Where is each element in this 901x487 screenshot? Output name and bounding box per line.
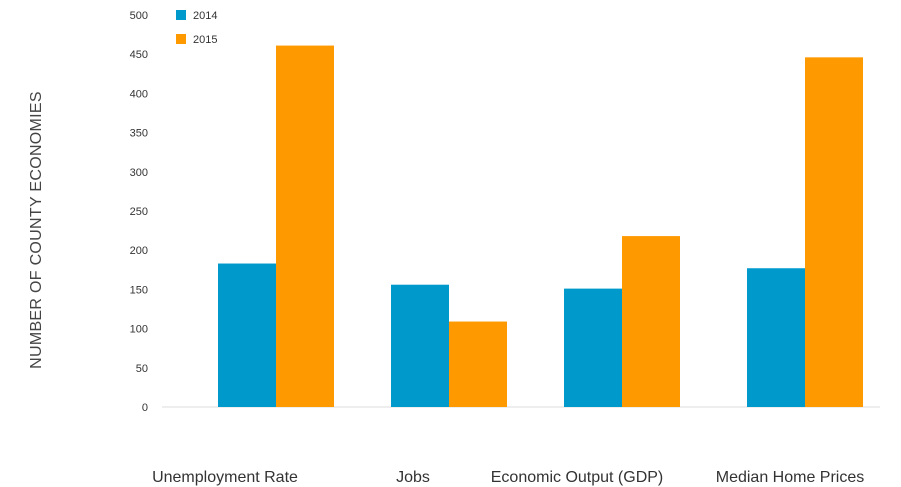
bar-2014-unemployment-rate bbox=[218, 263, 276, 407]
y-tick-label: 400 bbox=[130, 88, 148, 100]
y-tick-label: 300 bbox=[130, 167, 148, 179]
category-labels: Unemployment Rate Jobs Economic Output (GD… bbox=[152, 469, 864, 486]
y-tick-label: 500 bbox=[130, 10, 148, 22]
category-label: Unemployment Rate bbox=[152, 469, 298, 486]
bar-2014-jobs bbox=[391, 284, 449, 407]
bar-2014-economic-output-gdp bbox=[564, 288, 622, 407]
bar-2014-median-home-prices bbox=[747, 268, 805, 407]
bar-2015-jobs bbox=[449, 321, 507, 407]
y-tick-label: 350 bbox=[130, 128, 148, 140]
bar-2015-median-home-prices bbox=[805, 57, 863, 407]
legend-label: 2015 bbox=[193, 34, 217, 46]
bar-2015-unemployment-rate bbox=[276, 45, 334, 408]
bars-group bbox=[218, 45, 863, 408]
y-tick-label: 0 bbox=[142, 402, 148, 414]
category-label: Jobs bbox=[396, 469, 430, 486]
category-label: Economic Output (GDP) bbox=[491, 469, 664, 486]
legend-swatch-2015 bbox=[176, 34, 186, 44]
y-axis-label: NUMBER OF COUNTY ECONOMIES bbox=[28, 91, 45, 369]
y-tick-label: 50 bbox=[136, 363, 148, 375]
y-tick-label: 250 bbox=[130, 206, 148, 218]
legend-label: 2014 bbox=[193, 10, 217, 22]
legend-swatch-2014 bbox=[176, 10, 186, 20]
y-tick-label: 450 bbox=[130, 49, 148, 61]
y-tick-label: 200 bbox=[130, 245, 148, 257]
legend: 2014 2015 bbox=[176, 10, 217, 46]
y-tick-label: 100 bbox=[130, 324, 148, 336]
y-tick-label: 150 bbox=[130, 284, 148, 296]
y-axis-ticks: 0 50 100 150 200 250 300 350 400 450 500 bbox=[130, 10, 148, 414]
category-label: Median Home Prices bbox=[716, 469, 865, 486]
bar-2015-economic-output-gdp bbox=[622, 236, 680, 407]
